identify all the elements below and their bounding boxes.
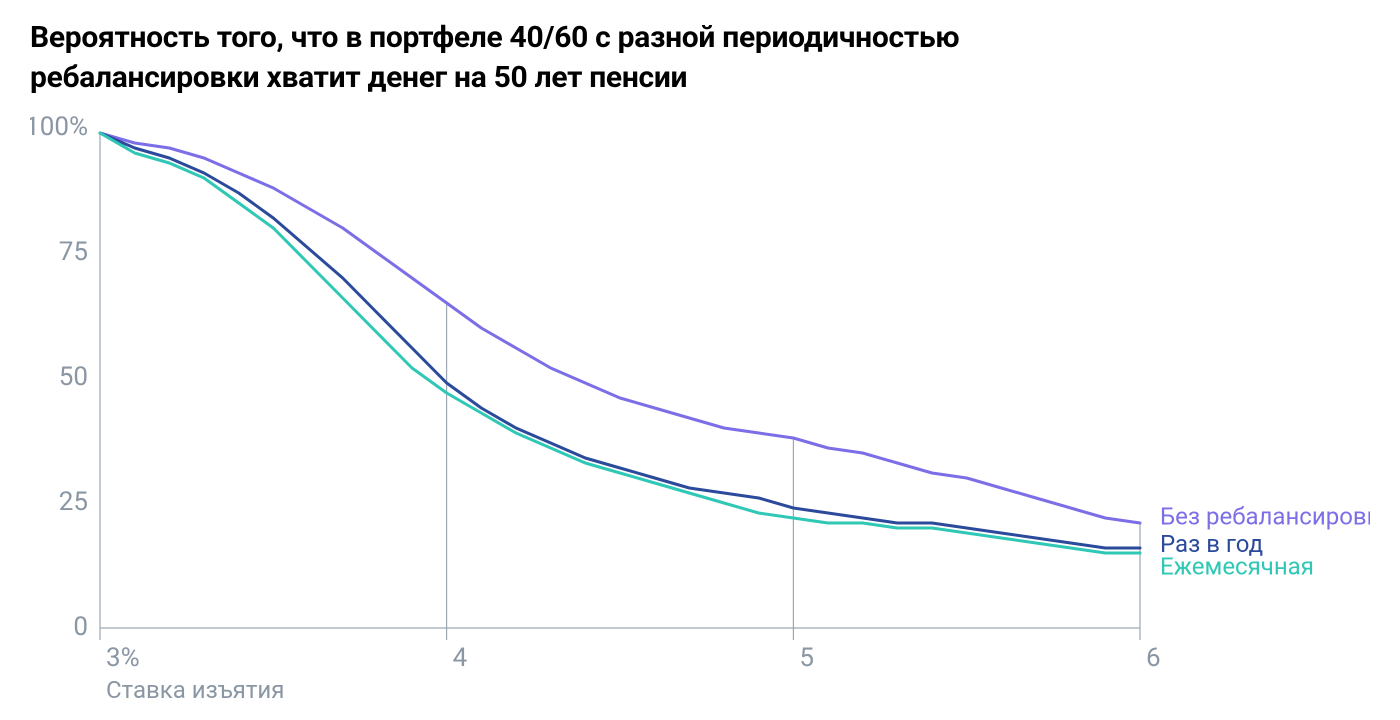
y-tick-label: 25 [59,487,88,517]
x-tick-label: 3% [106,643,140,673]
legend-label-none: Без ребалансировки [1160,502,1370,530]
series-line-yearly [100,133,1140,548]
line-chart: 0 25 50 75 100% 3% 4 5 6 Ставка изъятия Без ребала… [30,98,1370,716]
chart-title-line: ребалансировки хватит денег на 50 лет пе… [30,58,1370,98]
series-line-monthly [100,133,1140,553]
chart-title: Вероятность того, что в портфеле 40/60 с… [30,18,1370,98]
x-tick-label: 6 [1146,643,1161,673]
y-tick-label: 50 [59,362,88,392]
y-tick-label: 75 [59,237,88,267]
chart-title-line: Вероятность того, что в портфеле 40/60 с… [30,18,1370,58]
y-tick-label: 0 [73,612,88,642]
x-axis-label: Ставка изъятия [106,676,284,704]
legend-label-monthly: Ежемесячная [1160,552,1314,580]
y-tick-label: 100% [30,112,88,142]
series-line-none [100,133,1140,523]
x-tick-label: 5 [799,643,814,673]
x-tick-label: 4 [453,643,468,673]
